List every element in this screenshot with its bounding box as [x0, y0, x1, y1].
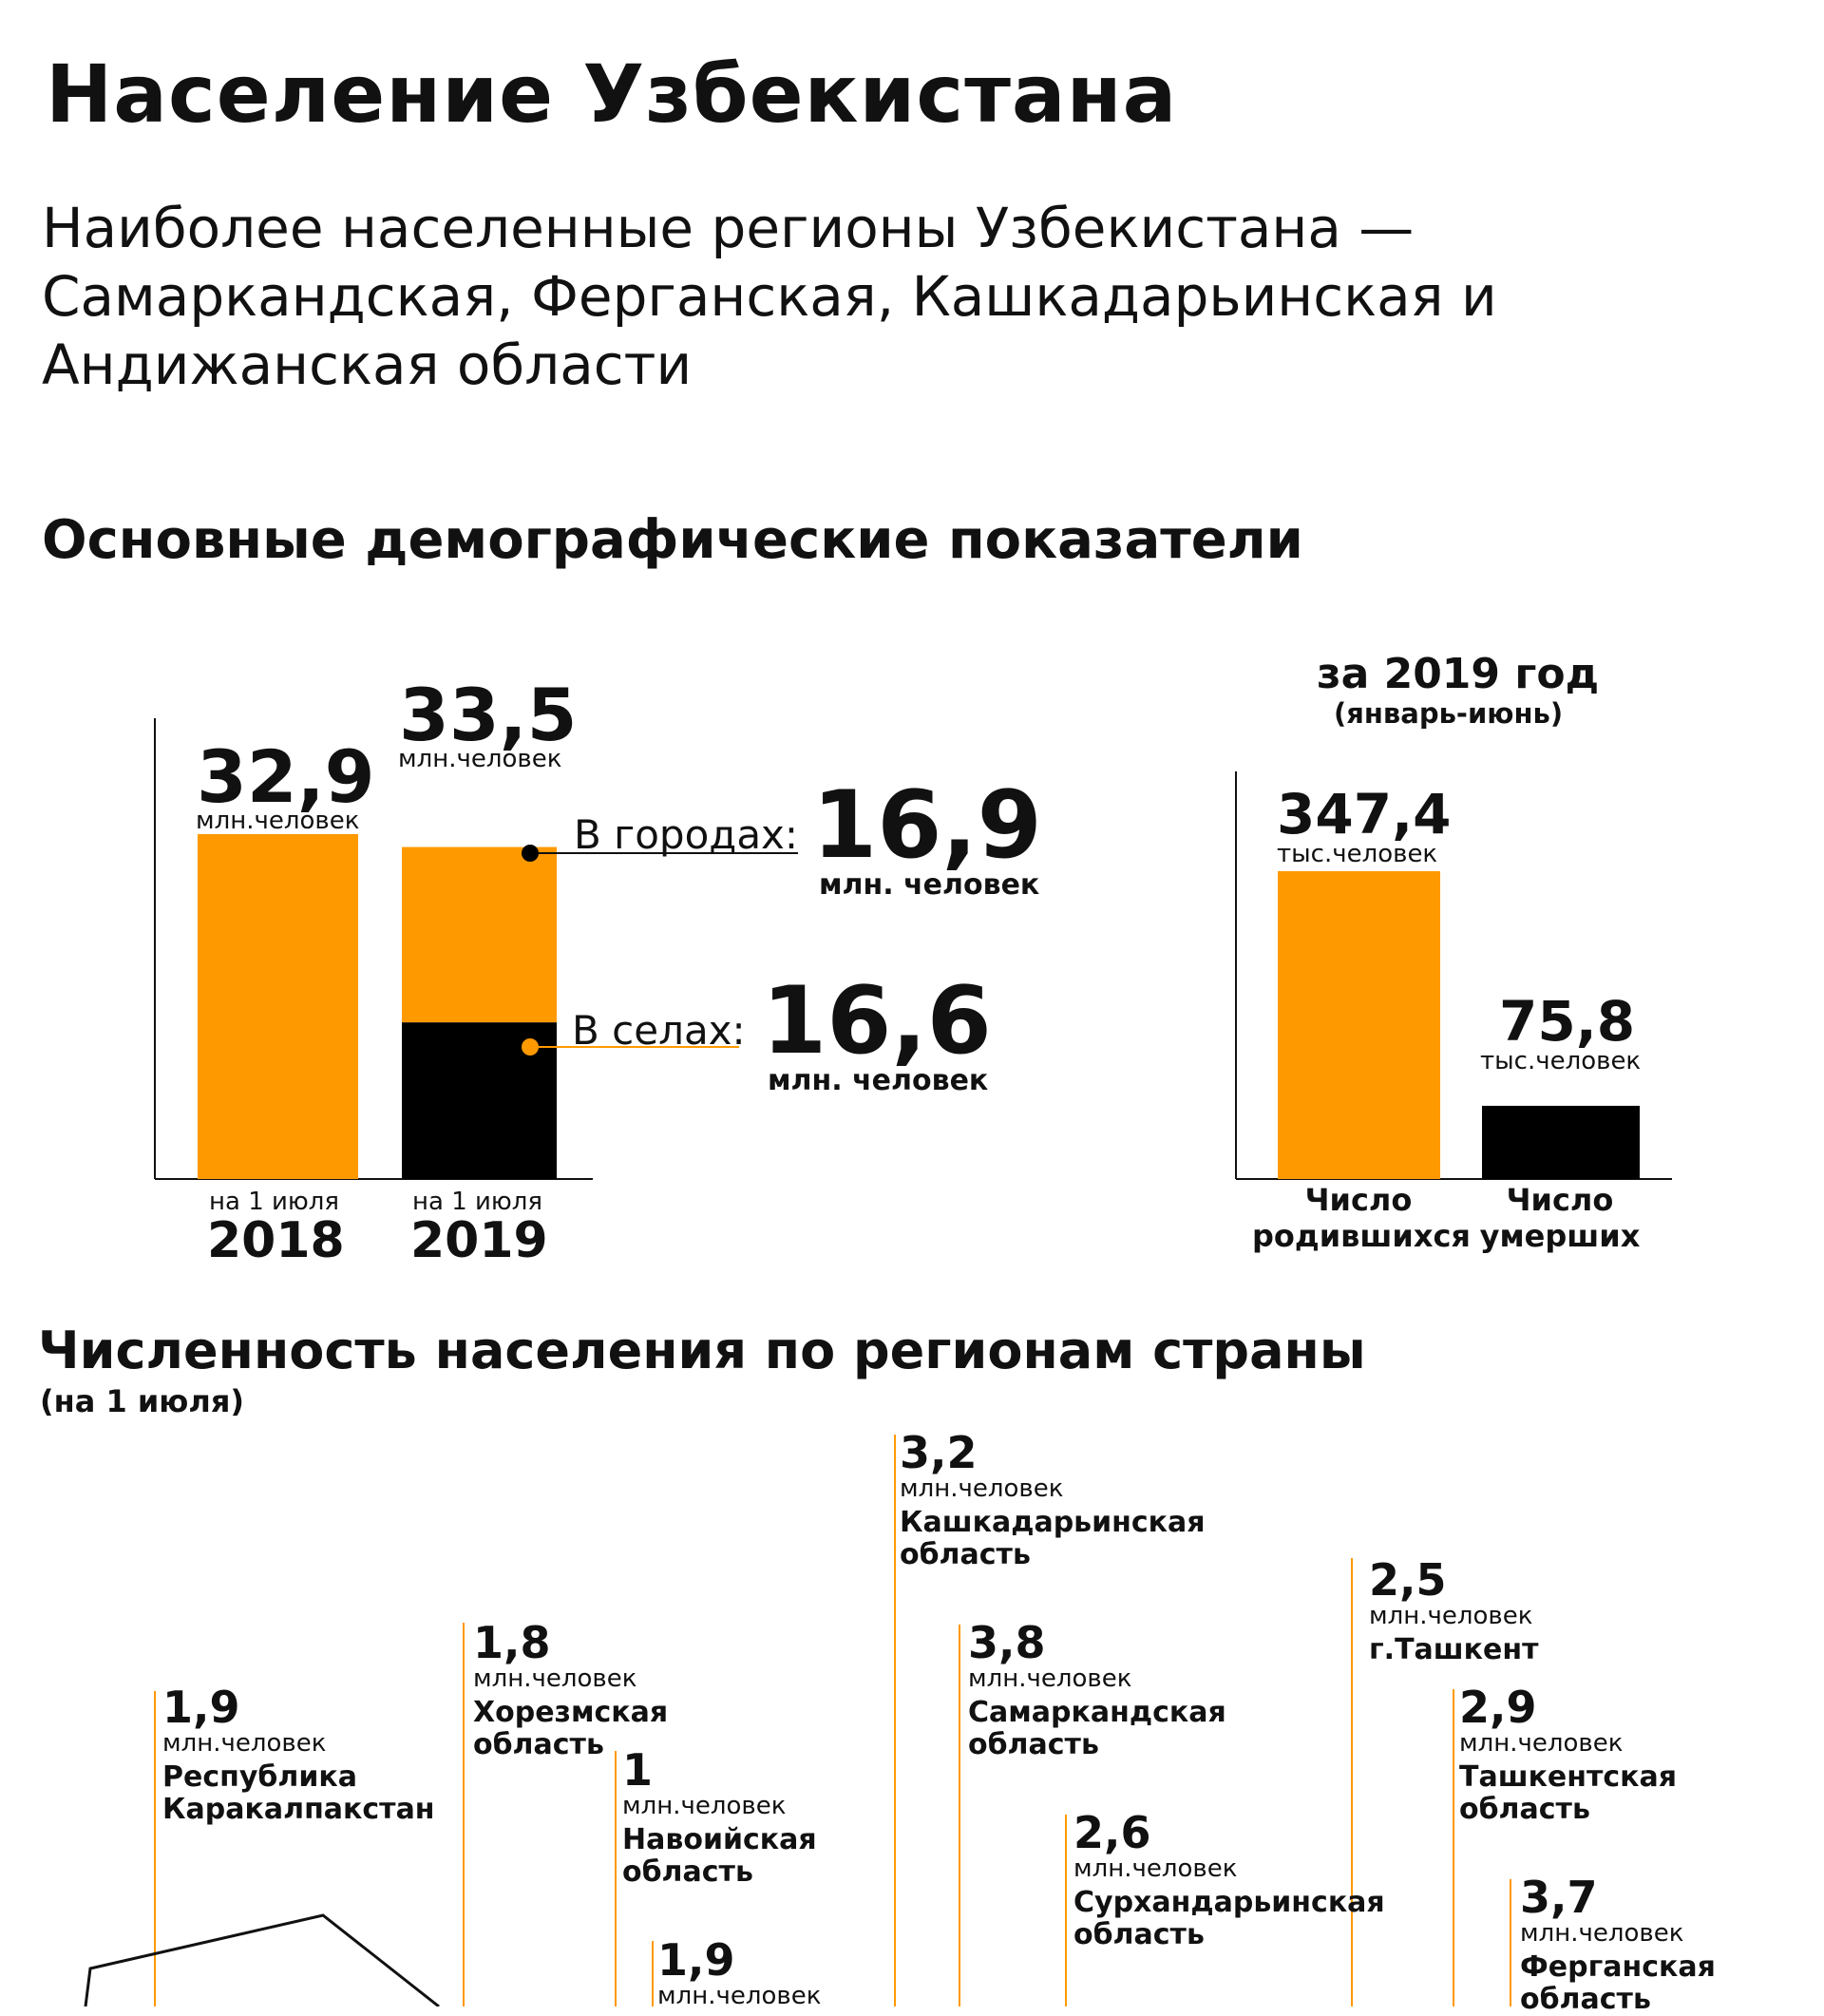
- vital-subtitle: (январь-июнь): [1334, 697, 1564, 730]
- births-label: Число родившихся: [1252, 1182, 1471, 1254]
- region-value: 3,2: [900, 1427, 978, 1478]
- section-regions-note: (на 1 июля): [40, 1383, 245, 1419]
- region-name-line1: Ферганская: [1520, 1950, 1716, 1984]
- region-unit: млн.человек: [657, 1982, 822, 2010]
- region-value: 1: [622, 1744, 654, 1796]
- region-name-line1: Кашкадарьинская: [900, 1506, 1206, 1539]
- region-name-line2: область: [900, 1538, 1031, 1571]
- region-name-line2: область: [968, 1728, 1099, 1761]
- region-unit: млн.человек: [1520, 1919, 1684, 1948]
- urban-label: В городах:: [574, 811, 799, 858]
- urban-marker: [522, 845, 539, 862]
- region-name-line1: Республика: [162, 1760, 357, 1794]
- region-navoi: 1 млн.человек Навоийская область: [622, 1748, 817, 1889]
- region-unit: млн.человек: [622, 1792, 787, 1820]
- region-tashkent-oblast: 2,9 млн.человек Ташкентская область: [1459, 1685, 1677, 1826]
- rural-value: 16,6: [762, 967, 992, 1075]
- region-name-line2: Каракалпакстан: [162, 1793, 435, 1826]
- deaths-bar: [1482, 1105, 1640, 1179]
- births-unit: тыс.человек: [1277, 840, 1438, 868]
- bar-2018: [198, 834, 358, 1179]
- region-name-line2: область: [1459, 1793, 1590, 1826]
- region-name-line2: область: [622, 1855, 753, 1889]
- urban-unit: млн. человек: [819, 868, 1040, 902]
- total-2019-unit: млн.человек: [398, 745, 562, 773]
- page-subtitle: Наиболее населенные регионы Узбекистана …: [42, 196, 1497, 397]
- region-name-line1: Сурхандарьинская: [1074, 1886, 1385, 1919]
- rural-label: В селах:: [572, 1007, 746, 1054]
- deaths-label: Число умерших: [1458, 1182, 1662, 1254]
- deaths-unit: тыс.человек: [1480, 1047, 1642, 1075]
- births-label-line1: Число: [1304, 1182, 1413, 1218]
- section-regions-title: Численность населения по регионам страны: [38, 1321, 1366, 1380]
- region-name-line1: Ташкентская: [1459, 1760, 1678, 1794]
- region-karakalpakstan: 1,9 млн.человек Республика Каракалпакста…: [162, 1685, 435, 1826]
- rural-unit: млн. человек: [768, 1064, 989, 1097]
- region-name-line1: Самаркандская: [968, 1696, 1226, 1729]
- region-tashkent-city: 2,5 млн.человек г.Ташкент: [1369, 1558, 1538, 1666]
- region-value: 3,7: [1520, 1872, 1598, 1923]
- region-surkhandarya: 2,6 млн.человек Сурхандарьинская область: [1074, 1811, 1385, 1951]
- births-bar: [1278, 871, 1440, 1179]
- region-value: 2,5: [1369, 1554, 1447, 1606]
- rural-marker: [522, 1038, 539, 1056]
- region-khorezm: 1,8 млн.человек Хорезмская область: [473, 1621, 668, 1761]
- region-value: 1,8: [473, 1617, 551, 1668]
- deaths-value: 75,8: [1499, 989, 1636, 1054]
- region-value: 2,9: [1459, 1682, 1537, 1733]
- births-value: 347,4: [1277, 782, 1452, 846]
- tick-label-2019: 2019: [410, 1212, 548, 1269]
- tick-prefix-2018: на 1 июля: [209, 1188, 340, 1216]
- urban-value: 16,9: [812, 771, 1042, 880]
- region-unit: млн.человек: [968, 1664, 1132, 1693]
- region-unit: млн.человек: [1074, 1854, 1238, 1883]
- region-unit: млн.человек: [1459, 1729, 1624, 1758]
- map-outline: [84, 1913, 440, 2006]
- region-samarkand: 3,8 млн.человек Самаркандская область: [968, 1621, 1226, 1761]
- region-name-line2: область: [1074, 1918, 1205, 1951]
- total-2019-value: 33,5: [399, 673, 578, 757]
- region-name-line1: г.Ташкент: [1369, 1633, 1539, 1666]
- region-kashkadarya: 3,2 млн.человек Кашкадарьинская область: [900, 1431, 1206, 1571]
- region-value: 1,9: [657, 1934, 735, 1986]
- deaths-label-line1: Число: [1506, 1182, 1614, 1218]
- deaths-label-line2: умерших: [1479, 1218, 1641, 1254]
- region-value: 3,8: [968, 1617, 1046, 1668]
- births-label-line2: родившихся: [1252, 1218, 1471, 1254]
- region-name-line1: Навоийская: [622, 1823, 817, 1856]
- region-name-line2: область: [473, 1728, 604, 1761]
- region-unit: млн.человек: [473, 1664, 637, 1693]
- region-value: 1,9: [162, 1682, 240, 1733]
- region-name-line2: область: [1520, 1983, 1651, 2016]
- total-2018-unit: млн.человек: [196, 807, 360, 835]
- section-demography-title: Основные демографические показатели: [42, 509, 1303, 571]
- vital-title: за 2019 год: [1317, 650, 1600, 698]
- total-2018-value: 32,9: [197, 734, 375, 819]
- region-name-line1: Хорезмская: [473, 1696, 669, 1729]
- tick-label-2018: 2018: [207, 1212, 345, 1269]
- region-unit: млн.человек: [1369, 1602, 1533, 1630]
- region-fergana: 3,7 млн.человек Ферганская область: [1520, 1875, 1716, 2016]
- region-partial: 1,9 млн.человек: [657, 1938, 821, 2008]
- region-value: 2,6: [1074, 1807, 1151, 1858]
- region-unit: млн.человек: [900, 1474, 1064, 1503]
- page-title: Население Узбекистана: [46, 48, 1178, 141]
- region-unit: млн.человек: [162, 1729, 327, 1758]
- bar-2019-urban: [402, 846, 557, 1023]
- tick-prefix-2019: на 1 июля: [412, 1188, 543, 1216]
